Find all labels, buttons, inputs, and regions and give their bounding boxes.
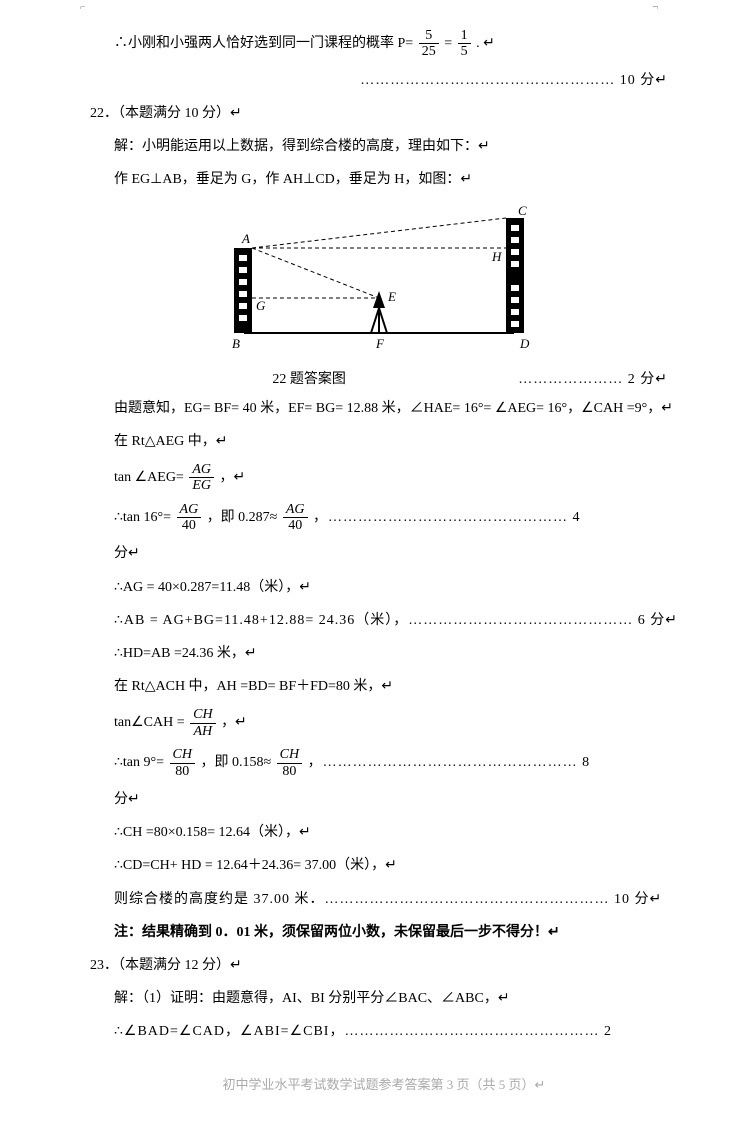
q22-fig-caption-row: 22 题答案图 ………………… 2 分↵ [90,368,678,388]
corner-mark-right: ¬ [652,2,658,13]
q22-s6: ∴tan 16°= AG40 ，即 0.287≈ AG40 ，………………………… [90,502,678,534]
prob-frac2: 1 5 [458,28,471,60]
page-footer: 初中学业水平考试数学试题参考答案第 3 页（共 5 页）↵ [90,1074,678,1093]
q22-note: 注：结果精确到 0．01 米，须保留两位小数，未保留最后一步不得分！↵ [90,920,678,945]
q22-s14: ∴CD=CH+ HD = 12.64＋24.36= 37.00（米），↵ [90,853,678,878]
q22-s1: 解：小明能运用以上数据，得到综合楼的高度，理由如下：↵ [90,134,678,159]
geometry-diagram: A B C D E F G H [184,203,584,353]
q22-s3: 由题意知，EG= BF= 40 米，EF= BG= 12.88 米，∠HAE= … [90,396,678,421]
top-probability-line: ∴小刚和小强两人恰好选到同一门课程的概率 P= 5 25 = 1 5 . ↵ [90,28,678,60]
q22-s10: 在 Rt△ACH 中，AH =BD= BF＋FD=80 米，↵ [90,674,678,699]
svg-text:D: D [519,336,530,351]
q22-s5: tan ∠AEG= AGEG ，↵ [90,462,678,494]
corner-mark-left: ⌐ [80,2,86,13]
q22-s13: ∴CH =80×0.158= 12.64（米），↵ [90,820,678,845]
page: ∴小刚和小强两人恰好选到同一门课程的概率 P= 5 25 = 1 5 . ↵ …… [0,0,738,1133]
q23-s2: ∴∠BAD=∠CAD，∠ABI=∠CBI，…………………………………………… 2 [90,1019,678,1044]
q22-figure: A B C D E F G H [90,203,678,358]
q22-s15: 则综合楼的高度约是 37.00 米．………………………………………………… 10… [90,887,678,912]
svg-text:C: C [518,203,527,218]
q23-s1: 解：（1）证明：由题意得，AI、BI 分别平分∠BAC、∠ABC，↵ [90,986,678,1011]
q22-s4: 在 Rt△AEG 中，↵ [90,429,678,454]
q22-s6-fen: 分↵ [90,541,678,566]
q22-s12-fen: 分↵ [90,787,678,812]
prob-prefix: ∴小刚和小强两人恰好选到同一门课程的概率 P= [114,36,413,51]
svg-text:F: F [375,336,385,351]
svg-text:A: A [241,231,250,246]
q22-s9: ∴HD=AB =24.36 米，↵ [90,641,678,666]
q22-s2: 作 EG⊥AB，垂足为 G，作 AH⊥CD，垂足为 H，如图：↵ [90,167,678,192]
svg-text:E: E [387,289,396,304]
q22-fig-score: ………………… 2 分↵ [518,368,668,388]
svg-text:G: G [256,298,266,313]
q22-s11: tan∠CAH = CHAH ，↵ [90,707,678,739]
q22-s12: ∴tan 9°= CH80 ，即 0.158≈ CH80 ，…………………………… [90,747,678,779]
q22-s7: ∴AG = 40×0.287=11.48（米），↵ [90,575,678,600]
svg-text:B: B [232,336,240,351]
q22-fig-caption: 22 题答案图 [272,368,346,388]
q23-header: 23．（本题满分 12 分）↵ [90,953,678,978]
score-10-top: …………………………………………… 10 分↵ [90,68,678,93]
prob-frac1: 5 25 [419,28,439,60]
svg-text:H: H [491,249,502,264]
q22-s8: ∴AB = AG+BG=11.48+12.88= 24.36（米），………………… [90,608,678,633]
q22-header: 22．（本题满分 10 分）↵ [90,101,678,126]
